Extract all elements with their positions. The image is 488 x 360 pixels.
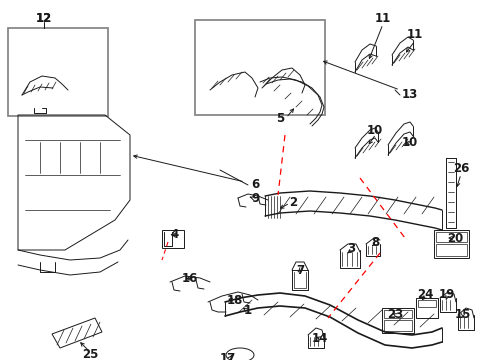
- Bar: [415, 298, 437, 318]
- Text: 17: 17: [220, 351, 236, 360]
- Text: 6: 6: [250, 179, 259, 192]
- Text: 19: 19: [438, 288, 454, 302]
- Text: 14: 14: [311, 332, 327, 345]
- Text: 5: 5: [275, 112, 284, 125]
- Text: 1: 1: [244, 303, 251, 316]
- Bar: [417, 300, 435, 307]
- Bar: [433, 230, 468, 258]
- Text: 9: 9: [250, 192, 259, 204]
- Text: 13: 13: [401, 89, 417, 102]
- Bar: [195, 20, 325, 115]
- Bar: [435, 232, 466, 242]
- Bar: [383, 320, 411, 331]
- Bar: [435, 244, 466, 256]
- Text: 3: 3: [346, 242, 354, 255]
- Text: 10: 10: [401, 136, 417, 149]
- Text: 11: 11: [406, 28, 422, 41]
- Bar: [162, 230, 183, 248]
- Text: 26: 26: [452, 162, 468, 175]
- Bar: [383, 310, 411, 318]
- Text: 11: 11: [374, 12, 390, 24]
- Text: 7: 7: [295, 264, 304, 276]
- Text: 18: 18: [226, 293, 243, 306]
- Text: 23: 23: [386, 309, 402, 321]
- Text: 24: 24: [416, 288, 432, 302]
- Text: 12: 12: [36, 12, 52, 24]
- Text: 20: 20: [446, 231, 462, 244]
- Text: 10: 10: [366, 123, 382, 136]
- Text: 12: 12: [36, 12, 52, 24]
- Text: 8: 8: [370, 235, 378, 248]
- Text: 16: 16: [182, 271, 198, 284]
- Text: 2: 2: [288, 197, 296, 210]
- Text: 25: 25: [81, 348, 98, 360]
- Text: 15: 15: [454, 309, 470, 321]
- Text: 4: 4: [170, 229, 179, 242]
- Bar: [8, 28, 108, 116]
- Bar: [381, 308, 413, 333]
